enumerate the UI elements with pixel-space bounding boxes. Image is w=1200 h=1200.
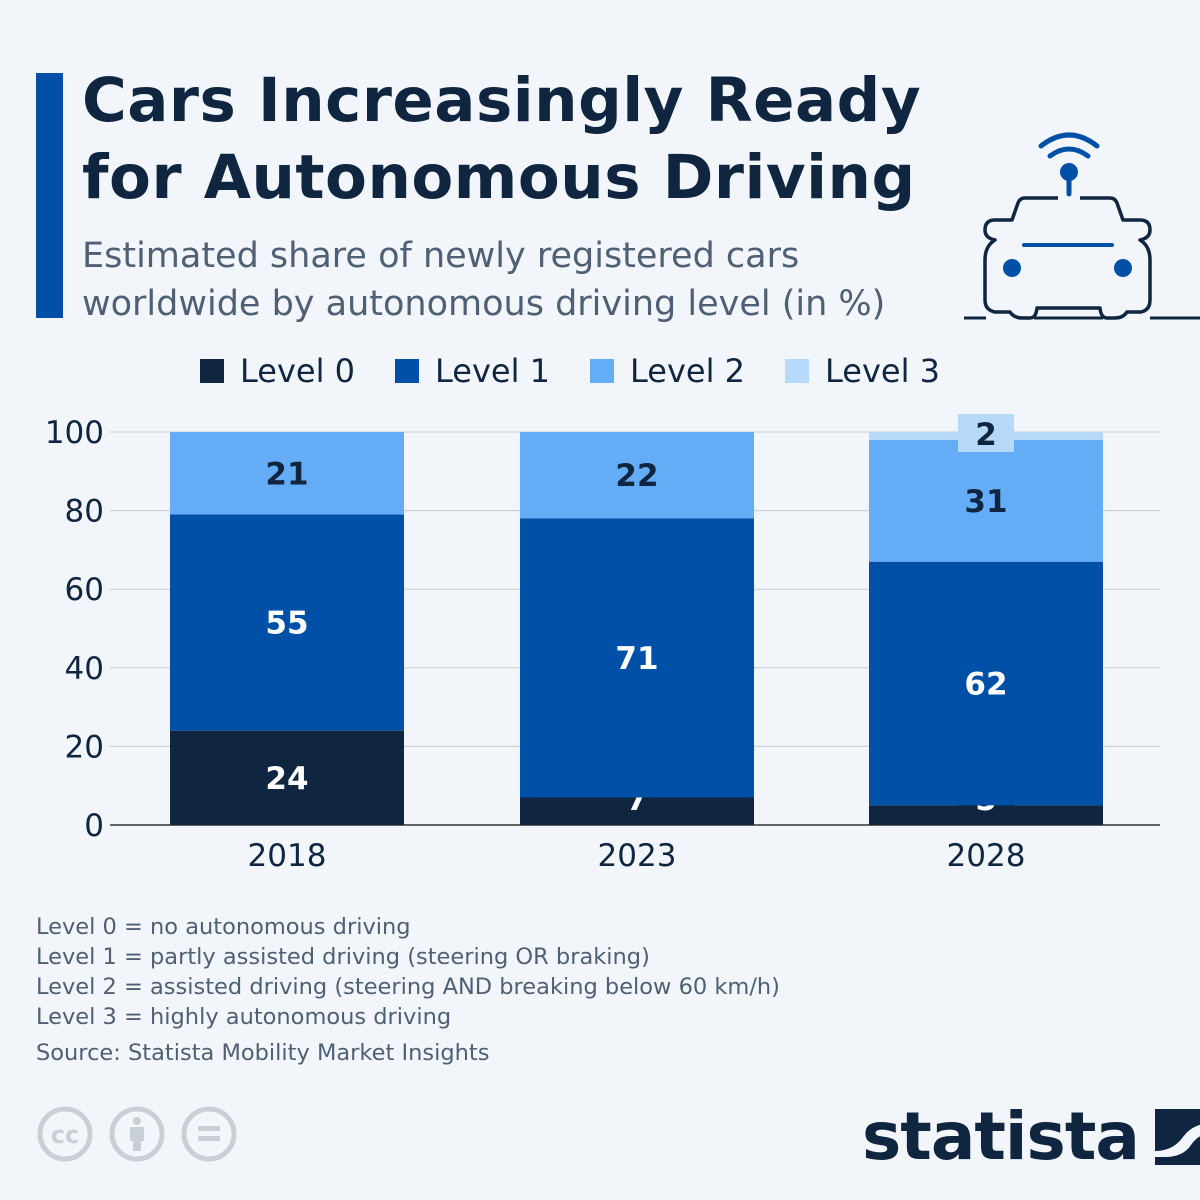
attribution-icon[interactable] (108, 1105, 166, 1163)
bar-segment-level-0 (170, 730, 404, 825)
legend-item-level-2: Level 2 (590, 352, 745, 390)
y-tick-label: 20 (65, 729, 104, 765)
car-wifi-icon (964, 132, 1200, 320)
title-line-1: Cars Increasingly Ready (82, 65, 922, 136)
note-level-3: Level 3 = highly autonomous driving (36, 1004, 452, 1030)
chart-legend: Level 0 Level 1 Level 2 Level 3 (200, 352, 980, 390)
x-tick-label: 2028 (947, 838, 1026, 874)
data-label: 22 (615, 458, 658, 494)
legend-swatch (590, 359, 614, 383)
bar-segment-level-2 (520, 432, 754, 519)
note-level-2: Level 2 = assisted driving (steering AND… (36, 974, 780, 1000)
brand-name: statista (862, 1098, 1140, 1175)
legend-label: Level 2 (630, 352, 745, 390)
bar-segment-level-1 (170, 514, 404, 731)
legend-label: Level 3 (825, 352, 940, 390)
stacked-bar-chart: 0204060801002455212018771222023562312202… (45, 414, 1160, 874)
x-tick-label: 2018 (248, 838, 327, 874)
cc-icon[interactable]: cc (36, 1105, 94, 1163)
title-accent-bar (36, 73, 63, 318)
chart-title: Cars Increasingly Ready for Autonomous D… (82, 62, 921, 216)
legend-item-level-0: Level 0 (200, 352, 355, 390)
x-tick-label: 2023 (598, 838, 677, 874)
y-tick-label: 60 (65, 572, 104, 608)
y-tick-label: 40 (65, 651, 104, 687)
note-level-0: Level 0 = no autonomous driving (36, 914, 411, 940)
y-tick-label: 100 (45, 415, 104, 451)
y-tick-label: 80 (65, 494, 104, 530)
chart-subtitle: Estimated share of newly registered cars… (82, 232, 885, 328)
data-label: 31 (964, 484, 1007, 520)
legend-label: Level 0 (240, 352, 355, 390)
legend-swatch (395, 359, 419, 383)
license-icons[interactable]: cc (36, 1105, 238, 1163)
note-level-1: Level 1 = partly assisted driving (steer… (36, 944, 650, 970)
data-label: 24 (265, 761, 308, 797)
no-derivatives-icon[interactable] (180, 1105, 238, 1163)
y-tick-label: 0 (84, 808, 104, 844)
svg-text:cc: cc (51, 1121, 79, 1149)
legend-swatch (785, 359, 809, 383)
bar-segment-level-1 (520, 518, 754, 798)
statista-logo: statista (862, 1098, 1200, 1175)
data-label: 2 (975, 417, 997, 453)
legend-swatch (200, 359, 224, 383)
data-label: 62 (964, 667, 1007, 703)
legend-item-level-3: Level 3 (785, 352, 940, 390)
data-label: 21 (265, 456, 308, 492)
title-line-2: for Autonomous Driving (82, 142, 916, 213)
statista-mark-icon (1154, 1108, 1200, 1165)
level-definitions: Level 0 = no autonomous driving Level 1 … (36, 912, 780, 1032)
bar-segment-level-2 (170, 432, 404, 515)
subtitle-line-1: Estimated share of newly registered cars (82, 236, 800, 276)
subtitle-line-2: worldwide by autonomous driving level (i… (82, 284, 886, 324)
source-note: Source: Statista Mobility Market Insight… (36, 1040, 490, 1066)
bar-segment-level-2 (869, 439, 1103, 562)
data-label: 55 (265, 606, 308, 642)
legend-label: Level 1 (435, 352, 550, 390)
legend-item-level-1: Level 1 (395, 352, 550, 390)
bar-segment-level-1 (869, 561, 1103, 806)
data-label: 71 (615, 641, 658, 677)
data-label-box (958, 414, 1014, 452)
